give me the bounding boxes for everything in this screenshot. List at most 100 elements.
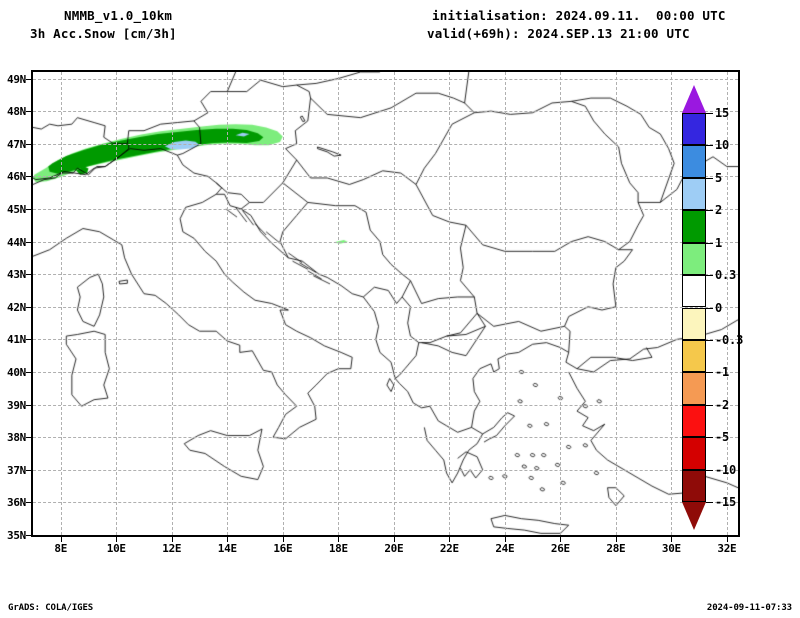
x-axis-tick <box>282 537 284 542</box>
colorbar-tick <box>706 502 713 503</box>
x-axis-tick-label: 32E <box>717 542 737 555</box>
colorbar-extend-bottom <box>682 502 706 530</box>
x-axis-tick-label: 10E <box>106 542 126 555</box>
colorbar-tick <box>706 275 713 277</box>
colorbar-extend-top <box>682 85 706 113</box>
colorbar-tick <box>706 404 713 406</box>
valid-time: valid(+69h): 2024.SEP.13 21:00 UTC <box>427 26 690 41</box>
y-axis-tick <box>26 371 31 373</box>
x-axis-tick <box>615 537 617 542</box>
colorbar-tick-label: 0 <box>715 300 723 315</box>
y-axis-tick-label: 40N <box>7 365 26 379</box>
colorbar-band <box>682 145 706 178</box>
colorbar-tick <box>706 210 713 212</box>
y-axis-tick <box>26 404 31 406</box>
x-axis-tick <box>60 537 62 542</box>
y-axis-tick-label: 46N <box>7 170 26 184</box>
x-axis-tick-label: 24E <box>495 542 515 555</box>
colorbar-tick-label: 10 <box>715 138 730 153</box>
colorbar-band <box>682 404 706 438</box>
colorbar-tick-label: -2 <box>715 397 730 412</box>
y-axis-tick-label: 39N <box>7 398 26 412</box>
colorbar-band <box>682 113 706 146</box>
x-axis-tick-label: 28E <box>606 542 626 555</box>
model-title: NMMB_v1.0_10km <box>64 8 173 23</box>
x-axis-tick <box>504 537 506 542</box>
y-axis-tick <box>26 535 31 536</box>
colorbar-tick <box>706 113 713 114</box>
y-axis-tick-label: 49N <box>7 72 26 86</box>
y-axis-tick <box>26 241 31 243</box>
colorbar-tick-label: 15 <box>715 106 730 120</box>
y-axis-tick-label: 47N <box>7 137 26 151</box>
y-axis-tick-label: 37N <box>7 463 26 477</box>
header: NMMB_v1.0_10km 3h Acc.Snow [cm/3h] initi… <box>0 0 800 56</box>
colorbar-tick-label: -0.3 <box>715 332 744 347</box>
y-axis-tick <box>26 274 31 276</box>
colorbar-tick <box>706 242 713 244</box>
colorbar-tick <box>706 339 713 341</box>
x-axis-tick <box>227 537 229 542</box>
x-axis-tick <box>116 537 118 542</box>
colorbar-band <box>682 242 706 276</box>
colorbar-band <box>682 372 706 405</box>
x-axis-tick <box>726 537 728 542</box>
field-title: 3h Acc.Snow [cm/3h] <box>30 26 177 41</box>
x-axis-tick-label: 18E <box>328 542 348 555</box>
colorbar-tick <box>706 437 713 439</box>
map-plot-area <box>31 70 740 537</box>
footer-timestamp: 2024-09-11-07:33 <box>706 603 792 613</box>
x-axis-tick-label: 26E <box>550 542 570 555</box>
colorbar-tick-label: -15 <box>715 495 737 509</box>
footer-credit: GrADS: COLA/IGES <box>8 603 94 613</box>
y-axis-tick <box>26 78 31 80</box>
x-axis-tick-label: 20E <box>384 542 404 555</box>
x-axis-tick-label: 8E <box>54 542 68 555</box>
y-axis-tick-label: 41N <box>7 333 26 347</box>
initialisation-time: initialisation: 2024.09.11. 00:00 UTC <box>432 8 726 23</box>
y-axis-tick <box>26 502 31 504</box>
colorbar-band <box>682 339 706 373</box>
y-axis-tick-label: 45N <box>7 202 26 216</box>
colorbar-band <box>682 437 706 470</box>
colorbar-tick-label: -10 <box>715 462 737 477</box>
x-axis-tick-label: 30E <box>661 542 681 555</box>
x-axis-tick-label: 14E <box>217 542 237 555</box>
colorbar-tick <box>706 469 713 471</box>
x-axis-tick-label: 16E <box>273 542 293 555</box>
colorbar-tick-label: 5 <box>715 170 723 185</box>
y-axis-tick-label: 48N <box>7 105 26 119</box>
colorbar-tick <box>706 177 713 179</box>
y-axis-tick-label: 36N <box>7 496 26 510</box>
y-axis-tick-label: 42N <box>7 300 26 314</box>
colorbar-tick-label: 1 <box>715 235 723 250</box>
colorbar-tick <box>706 372 713 374</box>
y-axis-tick <box>26 176 31 178</box>
y-axis-tick-label: 44N <box>7 235 26 249</box>
colorbar-tick-label: -1 <box>715 365 730 380</box>
x-axis-tick <box>560 537 562 542</box>
y-axis-tick <box>26 437 31 439</box>
y-axis-tick <box>26 306 31 308</box>
y-axis-tick <box>26 208 31 210</box>
y-axis-tick-label: 35N <box>7 529 26 542</box>
y-axis-tick <box>26 339 31 341</box>
y-axis-tick-label: 38N <box>7 431 26 445</box>
x-axis-tick <box>338 537 340 542</box>
colorbar-tick <box>706 307 713 309</box>
colorbar-tick-label: -5 <box>715 430 730 445</box>
colorbar-tick <box>706 145 713 147</box>
colorbar-tick-label: 2 <box>715 203 723 218</box>
colorbar-band <box>682 275 706 308</box>
x-axis-tick <box>449 537 451 542</box>
map-canvas <box>33 72 738 535</box>
colorbar-band <box>682 177 706 211</box>
colorbar-band <box>682 469 706 502</box>
x-axis-tick-label: 22E <box>439 542 459 555</box>
x-axis-tick <box>171 537 173 542</box>
x-axis-tick <box>393 537 395 542</box>
y-axis-tick <box>26 143 31 145</box>
colorbar-band <box>682 307 706 340</box>
y-axis-tick <box>26 111 31 113</box>
colorbar-band <box>682 210 706 243</box>
